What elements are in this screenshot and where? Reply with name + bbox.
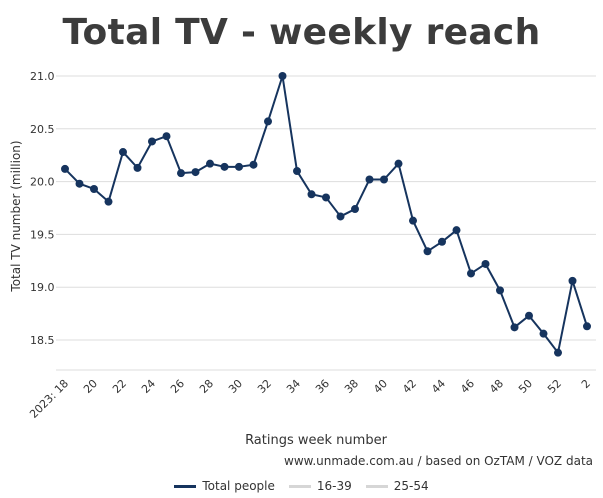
x-axis-label: Ratings week number	[245, 433, 388, 448]
x-tick-label: 34	[284, 377, 303, 396]
data-point[interactable]	[452, 226, 461, 235]
legend-label: 16-39	[316, 479, 352, 493]
legend-swatch	[288, 484, 311, 488]
x-tick-label: 2	[579, 377, 593, 391]
legend: Total people 16-39 25-54	[0, 479, 603, 493]
data-point[interactable]	[249, 160, 258, 169]
data-point[interactable]	[336, 212, 345, 221]
data-point[interactable]	[525, 311, 533, 320]
data-point[interactable]	[278, 72, 287, 80]
data-point[interactable]	[206, 159, 214, 168]
data-point[interactable]	[539, 329, 548, 338]
data-point[interactable]	[568, 276, 577, 285]
y-tick-label: 19.0	[30, 281, 55, 294]
x-tick-label: 48	[487, 377, 506, 396]
x-tick-label: 40	[371, 377, 390, 396]
line-chart: 21.020.520.019.519.018.5 2023: 18 20 22 24 2…	[9, 70, 596, 448]
data-point[interactable]	[423, 247, 432, 256]
x-tick-label: 24	[139, 377, 158, 396]
data-point[interactable]	[90, 184, 98, 193]
data-point[interactable]	[583, 322, 591, 331]
data-point[interactable]	[409, 216, 417, 225]
data-point[interactable]	[438, 237, 446, 246]
x-tick-label: 38	[342, 377, 361, 396]
x-tick-label: 2023: 18	[27, 377, 71, 421]
data-point[interactable]	[510, 323, 519, 332]
data-point[interactable]	[380, 175, 388, 184]
data-point[interactable]	[220, 162, 229, 171]
y-tick-label: 21.0	[30, 70, 55, 83]
data-point[interactable]	[177, 169, 185, 178]
x-tick-label: 22	[110, 377, 129, 396]
series-total-people	[61, 72, 591, 357]
y-axis-ticks: 21.0 20.5 20.0 19.5 19.0 18.5	[30, 70, 55, 347]
x-tick-label: 52	[545, 377, 564, 396]
data-point[interactable]	[481, 259, 490, 268]
data-point[interactable]	[467, 269, 475, 278]
series-line	[64, 75, 588, 354]
legend-label: Total people	[202, 479, 275, 493]
data-point[interactable]	[351, 205, 359, 214]
y-tick-label: 20.0	[30, 176, 55, 189]
y-tick-label: 19.5	[30, 228, 55, 241]
data-point[interactable]	[264, 117, 272, 126]
legend-swatch	[365, 484, 388, 488]
grid-lines	[56, 75, 596, 371]
data-point[interactable]	[119, 148, 127, 157]
y-tick-label: 20.5	[30, 123, 55, 136]
y-tick-label: 18.5	[30, 334, 55, 347]
data-point[interactable]	[104, 197, 113, 206]
legend-swatch	[174, 484, 197, 488]
x-tick-label: 26	[168, 377, 187, 396]
data-point[interactable]	[307, 190, 316, 199]
data-point[interactable]	[394, 159, 403, 168]
legend-item-25-54[interactable]: 25-54	[365, 479, 429, 493]
source-note: www.unmade.com.au / based on OzTAM / VOZ…	[284, 454, 593, 468]
x-tick-label: 32	[255, 377, 274, 396]
x-tick-label: 46	[458, 377, 477, 396]
x-tick-label: 30	[226, 377, 245, 396]
x-axis-ticks: 2023: 18 20 22 24 26 28 30 32 34 36 38 40 42 44 46 48 50…	[27, 377, 593, 421]
data-point[interactable]	[133, 163, 142, 172]
x-tick-label: 42	[400, 377, 419, 396]
data-point[interactable]	[162, 132, 171, 141]
data-point[interactable]	[365, 175, 374, 184]
x-tick-label: 50	[516, 377, 535, 396]
data-point[interactable]	[554, 348, 562, 357]
legend-item-16-39[interactable]: 16-39	[288, 479, 352, 493]
data-point[interactable]	[496, 286, 504, 295]
data-point[interactable]	[61, 164, 69, 173]
data-point[interactable]	[191, 168, 200, 177]
data-point[interactable]	[235, 162, 243, 171]
legend-label: 25-54	[393, 479, 429, 493]
data-point[interactable]	[148, 137, 156, 146]
data-point[interactable]	[293, 167, 301, 176]
x-tick-label: 36	[313, 377, 332, 396]
chart-title: Total TV - weekly reach	[62, 12, 541, 53]
x-tick-label: 44	[429, 377, 448, 396]
legend-item-total-people[interactable]: Total people	[174, 479, 275, 493]
data-point[interactable]	[75, 179, 84, 188]
y-axis-label: Total TV number (million)	[9, 140, 23, 292]
x-tick-label: 20	[81, 377, 100, 396]
data-point[interactable]	[322, 193, 330, 202]
x-tick-label: 28	[197, 377, 216, 396]
